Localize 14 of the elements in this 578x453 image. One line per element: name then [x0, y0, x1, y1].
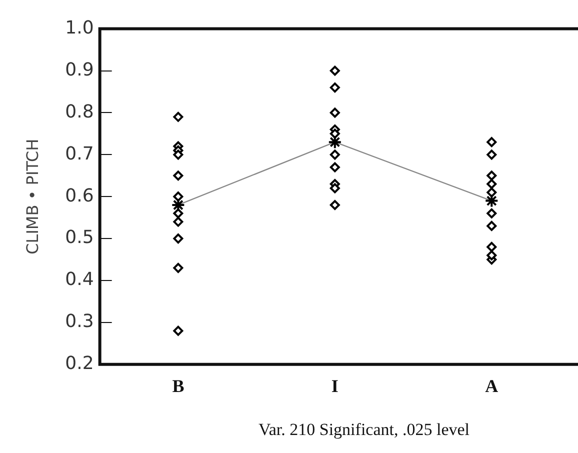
x-tick-label: I — [331, 376, 338, 396]
y-tick-label: 0.7 — [65, 143, 94, 164]
x-tick-label: A — [485, 376, 498, 396]
y-tick-label: 0.6 — [65, 185, 94, 206]
text: Var. 210 Significant, .025 level — [257, 420, 471, 440]
y-tick-label: 0.5 — [65, 227, 94, 248]
y-axis-title: CLIMB • PITCH — [22, 138, 42, 254]
y-tick-label: 1.0 — [65, 17, 94, 38]
x-tick-label: B — [172, 376, 184, 396]
y-tick-label: 0.2 — [65, 353, 94, 374]
y-tick-label: 0.3 — [65, 311, 94, 332]
y-tick-label: 0.8 — [65, 101, 94, 122]
y-tick-label: 0.9 — [65, 59, 94, 80]
y-tick-label: 0.4 — [65, 269, 94, 290]
